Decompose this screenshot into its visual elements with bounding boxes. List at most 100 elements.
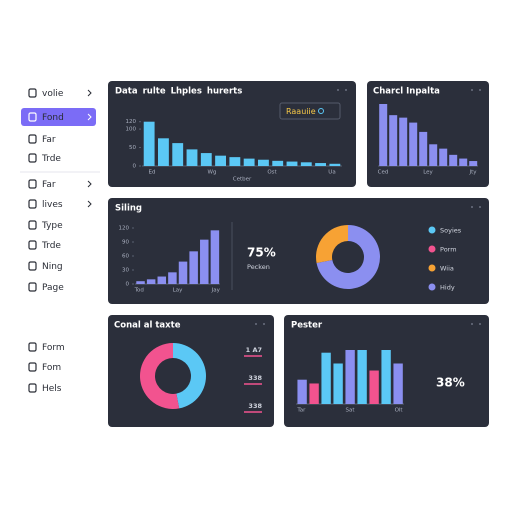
menu-dot: [471, 89, 473, 91]
menu-dot: [471, 323, 473, 325]
bar: [243, 158, 255, 166]
panel-title: rulte: [143, 87, 166, 97]
menu-dot: [479, 206, 481, 208]
sidebar-item[interactable]: lives: [42, 200, 63, 210]
sidebar-icon: [28, 199, 37, 209]
bar: [381, 350, 391, 404]
sidebar-item[interactable]: Ning: [42, 262, 63, 272]
x-tick-label: Sat: [345, 408, 355, 414]
bar: [379, 104, 388, 166]
y-tick-label: 60: [122, 254, 129, 260]
bar: [300, 162, 312, 166]
y-tick-label: 50: [129, 145, 136, 151]
bar: [229, 157, 241, 166]
sidebar-icon: [28, 220, 37, 230]
sidebar-item[interactable]: Far: [42, 180, 56, 190]
bar: [286, 161, 298, 166]
panel-title: Charcl Inpalta: [373, 87, 440, 97]
sidebar-icon: [28, 134, 37, 144]
x-tick-label: Jty: [468, 170, 477, 176]
menu-dot: [345, 89, 347, 91]
bar: [393, 363, 403, 404]
bar: [329, 163, 341, 166]
bar: [449, 154, 458, 166]
bar: [172, 143, 184, 166]
bar: [439, 148, 448, 166]
dropdown[interactable]: [279, 102, 341, 120]
stat-value: 38%: [436, 376, 465, 390]
bar: [157, 276, 167, 284]
panels: [108, 81, 489, 427]
chevron: [87, 180, 92, 188]
bar: [333, 363, 343, 404]
panel: [367, 81, 489, 187]
bar: [419, 131, 428, 166]
bar: [429, 144, 438, 166]
chevron: [87, 113, 92, 121]
y-tick-label: 90: [122, 240, 129, 246]
sidebar-item[interactable]: Form: [42, 343, 65, 353]
sidebar-icon: [28, 383, 37, 393]
bar: [189, 251, 198, 284]
sidebar-item[interactable]: Far: [42, 135, 56, 145]
bar: [168, 272, 177, 284]
x-axis-title: Cetber: [233, 177, 252, 183]
bar: [469, 161, 478, 166]
donut-label: 338: [248, 374, 262, 382]
y-tick-label: 100: [126, 127, 137, 133]
sidebar-icon: [28, 282, 37, 292]
bar: [315, 163, 326, 166]
x-tick-label: Tar: [296, 408, 306, 414]
sidebar-active: [21, 108, 96, 126]
chevron: [87, 200, 92, 208]
sidebar-item[interactable]: Trde: [41, 154, 61, 164]
sidebar-item[interactable]: Type: [41, 221, 63, 231]
bar: [186, 149, 198, 166]
bar: [389, 115, 398, 166]
dropdown-label[interactable]: Raauiie: [286, 107, 316, 116]
sidebar-item[interactable]: volie: [42, 89, 64, 99]
bar: [369, 370, 379, 404]
menu-dot: [471, 206, 473, 208]
sidebar-item[interactable]: Trde: [41, 241, 61, 251]
legend-label: Wiia: [440, 265, 454, 273]
donut-slice: [315, 225, 348, 263]
x-tick-label: Ley: [423, 170, 433, 176]
menu-dot: [337, 89, 339, 91]
dropdown-icon: [318, 108, 324, 114]
bar: [459, 158, 468, 166]
sidebar-icon: [28, 153, 37, 163]
y-tick-label: 120: [119, 226, 130, 232]
x-tick-label: Olt: [395, 408, 404, 414]
legend-label: Porm: [440, 246, 457, 254]
sidebar-icon: [28, 179, 37, 189]
sidebar-item[interactable]: Fom: [42, 363, 61, 373]
legend-label: Soyies: [440, 227, 462, 235]
bar: [309, 383, 319, 404]
y-tick-label: 120: [126, 119, 137, 125]
bar: [215, 155, 226, 166]
panel-title: Conal al taxte: [114, 321, 181, 331]
sidebar-icon: [28, 112, 37, 122]
legend-swatch: [428, 226, 436, 234]
x-tick-label: Ed: [149, 170, 156, 176]
panel: [108, 81, 356, 187]
donut-slice: [139, 343, 180, 409]
bar: [409, 122, 418, 166]
bar: [178, 261, 188, 284]
sidebar-item[interactable]: Fond: [42, 113, 64, 123]
sidebar-item[interactable]: Hels: [42, 384, 62, 394]
bar: [158, 138, 169, 166]
bar: [321, 352, 331, 404]
x-tick-label: Wg: [208, 170, 217, 176]
y-tick-label: 0: [133, 164, 137, 170]
x-tick-label: Jay: [211, 288, 221, 294]
bar: [357, 350, 367, 404]
y-tick-label: 0: [126, 282, 130, 288]
bar: [200, 153, 212, 166]
sidebar-item[interactable]: Page: [42, 283, 64, 293]
panel-title: Lhples: [171, 87, 202, 97]
panel-menus: [255, 89, 481, 325]
